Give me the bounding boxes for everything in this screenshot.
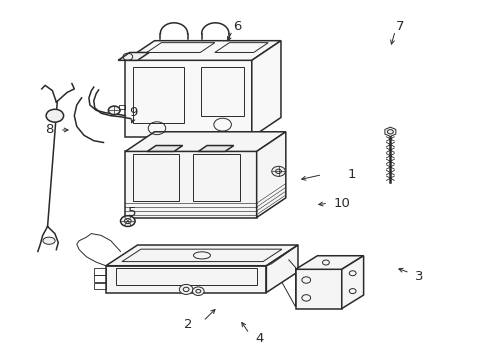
Circle shape	[108, 106, 120, 114]
Polygon shape	[125, 132, 285, 152]
Circle shape	[271, 166, 285, 176]
Polygon shape	[125, 60, 251, 137]
Polygon shape	[266, 245, 297, 293]
Circle shape	[192, 287, 203, 296]
Text: 1: 1	[346, 168, 355, 181]
Circle shape	[46, 109, 63, 122]
Text: 8: 8	[45, 123, 53, 136]
Polygon shape	[251, 41, 281, 137]
Polygon shape	[125, 152, 256, 217]
Polygon shape	[341, 256, 363, 309]
Polygon shape	[118, 53, 149, 60]
Text: 9: 9	[129, 105, 138, 119]
Text: 3: 3	[414, 270, 423, 283]
Text: 7: 7	[395, 20, 404, 33]
Text: 2: 2	[184, 318, 192, 331]
Polygon shape	[256, 132, 285, 217]
Polygon shape	[295, 256, 363, 269]
Polygon shape	[106, 266, 266, 293]
Polygon shape	[198, 145, 233, 152]
Polygon shape	[106, 245, 297, 266]
Polygon shape	[295, 269, 341, 309]
Text: 10: 10	[333, 197, 349, 210]
Polygon shape	[125, 41, 281, 60]
Text: 6: 6	[233, 20, 241, 33]
Circle shape	[120, 216, 135, 226]
Polygon shape	[147, 145, 183, 152]
Text: 5: 5	[128, 206, 137, 219]
Text: 4: 4	[254, 333, 263, 346]
Circle shape	[179, 284, 193, 294]
Ellipse shape	[43, 237, 55, 244]
